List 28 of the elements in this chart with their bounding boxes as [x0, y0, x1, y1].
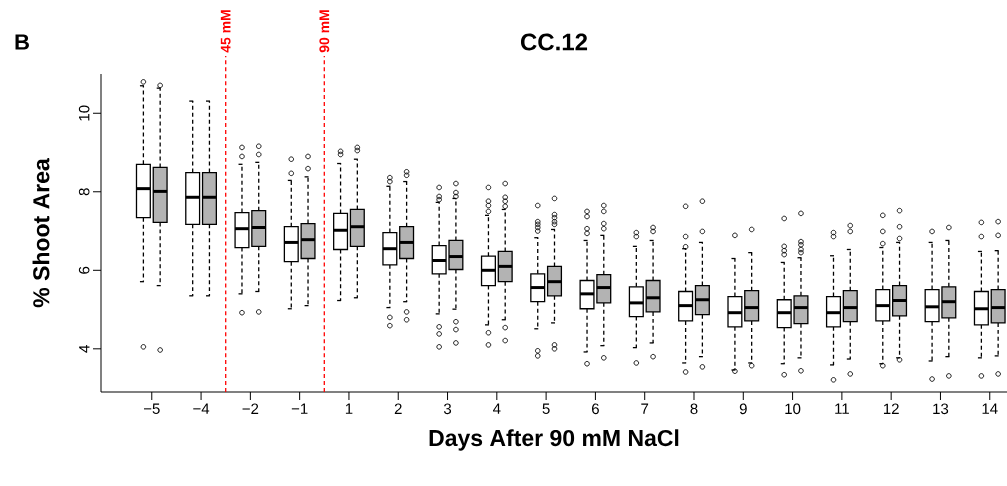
- x-tick-label: 9: [739, 403, 747, 415]
- x-tick-label: 4: [493, 403, 501, 414]
- x-tick-label: 2: [394, 403, 402, 414]
- text: B: [15, 34, 29, 50]
- text: 45 mM: [220, 10, 231, 53]
- y-axis-title: % Shoot Area: [32, 158, 50, 308]
- x-tick-label: 14: [982, 403, 998, 414]
- x-tick-label: 10: [785, 403, 801, 415]
- text: 90 mM: [319, 10, 330, 53]
- y-tick-label: 8: [78, 188, 90, 196]
- x-axis-title: Days After 90 mM NaCl: [429, 429, 679, 451]
- x-tick-label: 1: [345, 403, 353, 414]
- x-tick-label: 13: [933, 403, 949, 415]
- x-tick-label: −5: [143, 403, 160, 414]
- y-tick-label: 4: [79, 345, 90, 353]
- x-tick-label: 12: [883, 403, 899, 414]
- x-tick-label: −1: [291, 403, 308, 414]
- x-tick-label: 8: [690, 403, 698, 415]
- x-tick-label: 5: [542, 403, 550, 414]
- chart-title: CC.12: [520, 33, 588, 51]
- x-tick-label: 7: [641, 403, 649, 414]
- x-tick-label: 6: [592, 403, 599, 415]
- x-tick-label: 3: [443, 403, 452, 415]
- x-tick-label: 11: [835, 403, 849, 414]
- y-tick-label: 6: [78, 266, 90, 274]
- y-tick-label: 10: [78, 105, 90, 121]
- x-tick-label: −2: [242, 403, 259, 414]
- x-tick-label: −4: [193, 403, 210, 414]
